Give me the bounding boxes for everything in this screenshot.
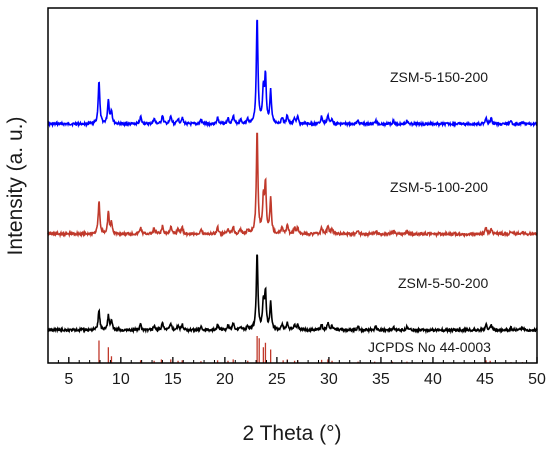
x-tick-label-15: 15 [164, 371, 182, 388]
x-tick-label-20: 20 [216, 371, 234, 388]
x-axis-ticks: 5 10 15 20 25 30 35 40 45 50 [47, 357, 546, 388]
x-tick-label-25: 25 [268, 371, 286, 388]
reference-label: JCPDS No 44-0003 [368, 339, 491, 355]
x-tick-label-5: 5 [64, 371, 73, 388]
series-label-zsm5-50-200: ZSM-5-50-200 [398, 275, 488, 291]
series-line-2 [47, 254, 538, 335]
series-label-zsm5-100-200: ZSM-5-100-200 [390, 179, 488, 195]
series-label-zsm5-150-200: ZSM-5-150-200 [390, 69, 488, 85]
x-tick-label-10: 10 [112, 371, 130, 388]
pattern-traces [47, 19, 538, 335]
plot-frame [47, 7, 538, 364]
x-tick-label-35: 35 [372, 371, 390, 388]
x-tick-label-40: 40 [424, 371, 442, 388]
x-tick-label-45: 45 [476, 371, 494, 388]
series-line-1 [47, 132, 538, 239]
x-tick-label-30: 30 [320, 371, 338, 388]
x-tick-label-50: 50 [528, 371, 546, 388]
x-axis-title: 2 Theta (°) [242, 422, 341, 445]
y-axis-title: Intensity (a. u.) [4, 117, 27, 256]
series-line-0 [47, 19, 538, 129]
